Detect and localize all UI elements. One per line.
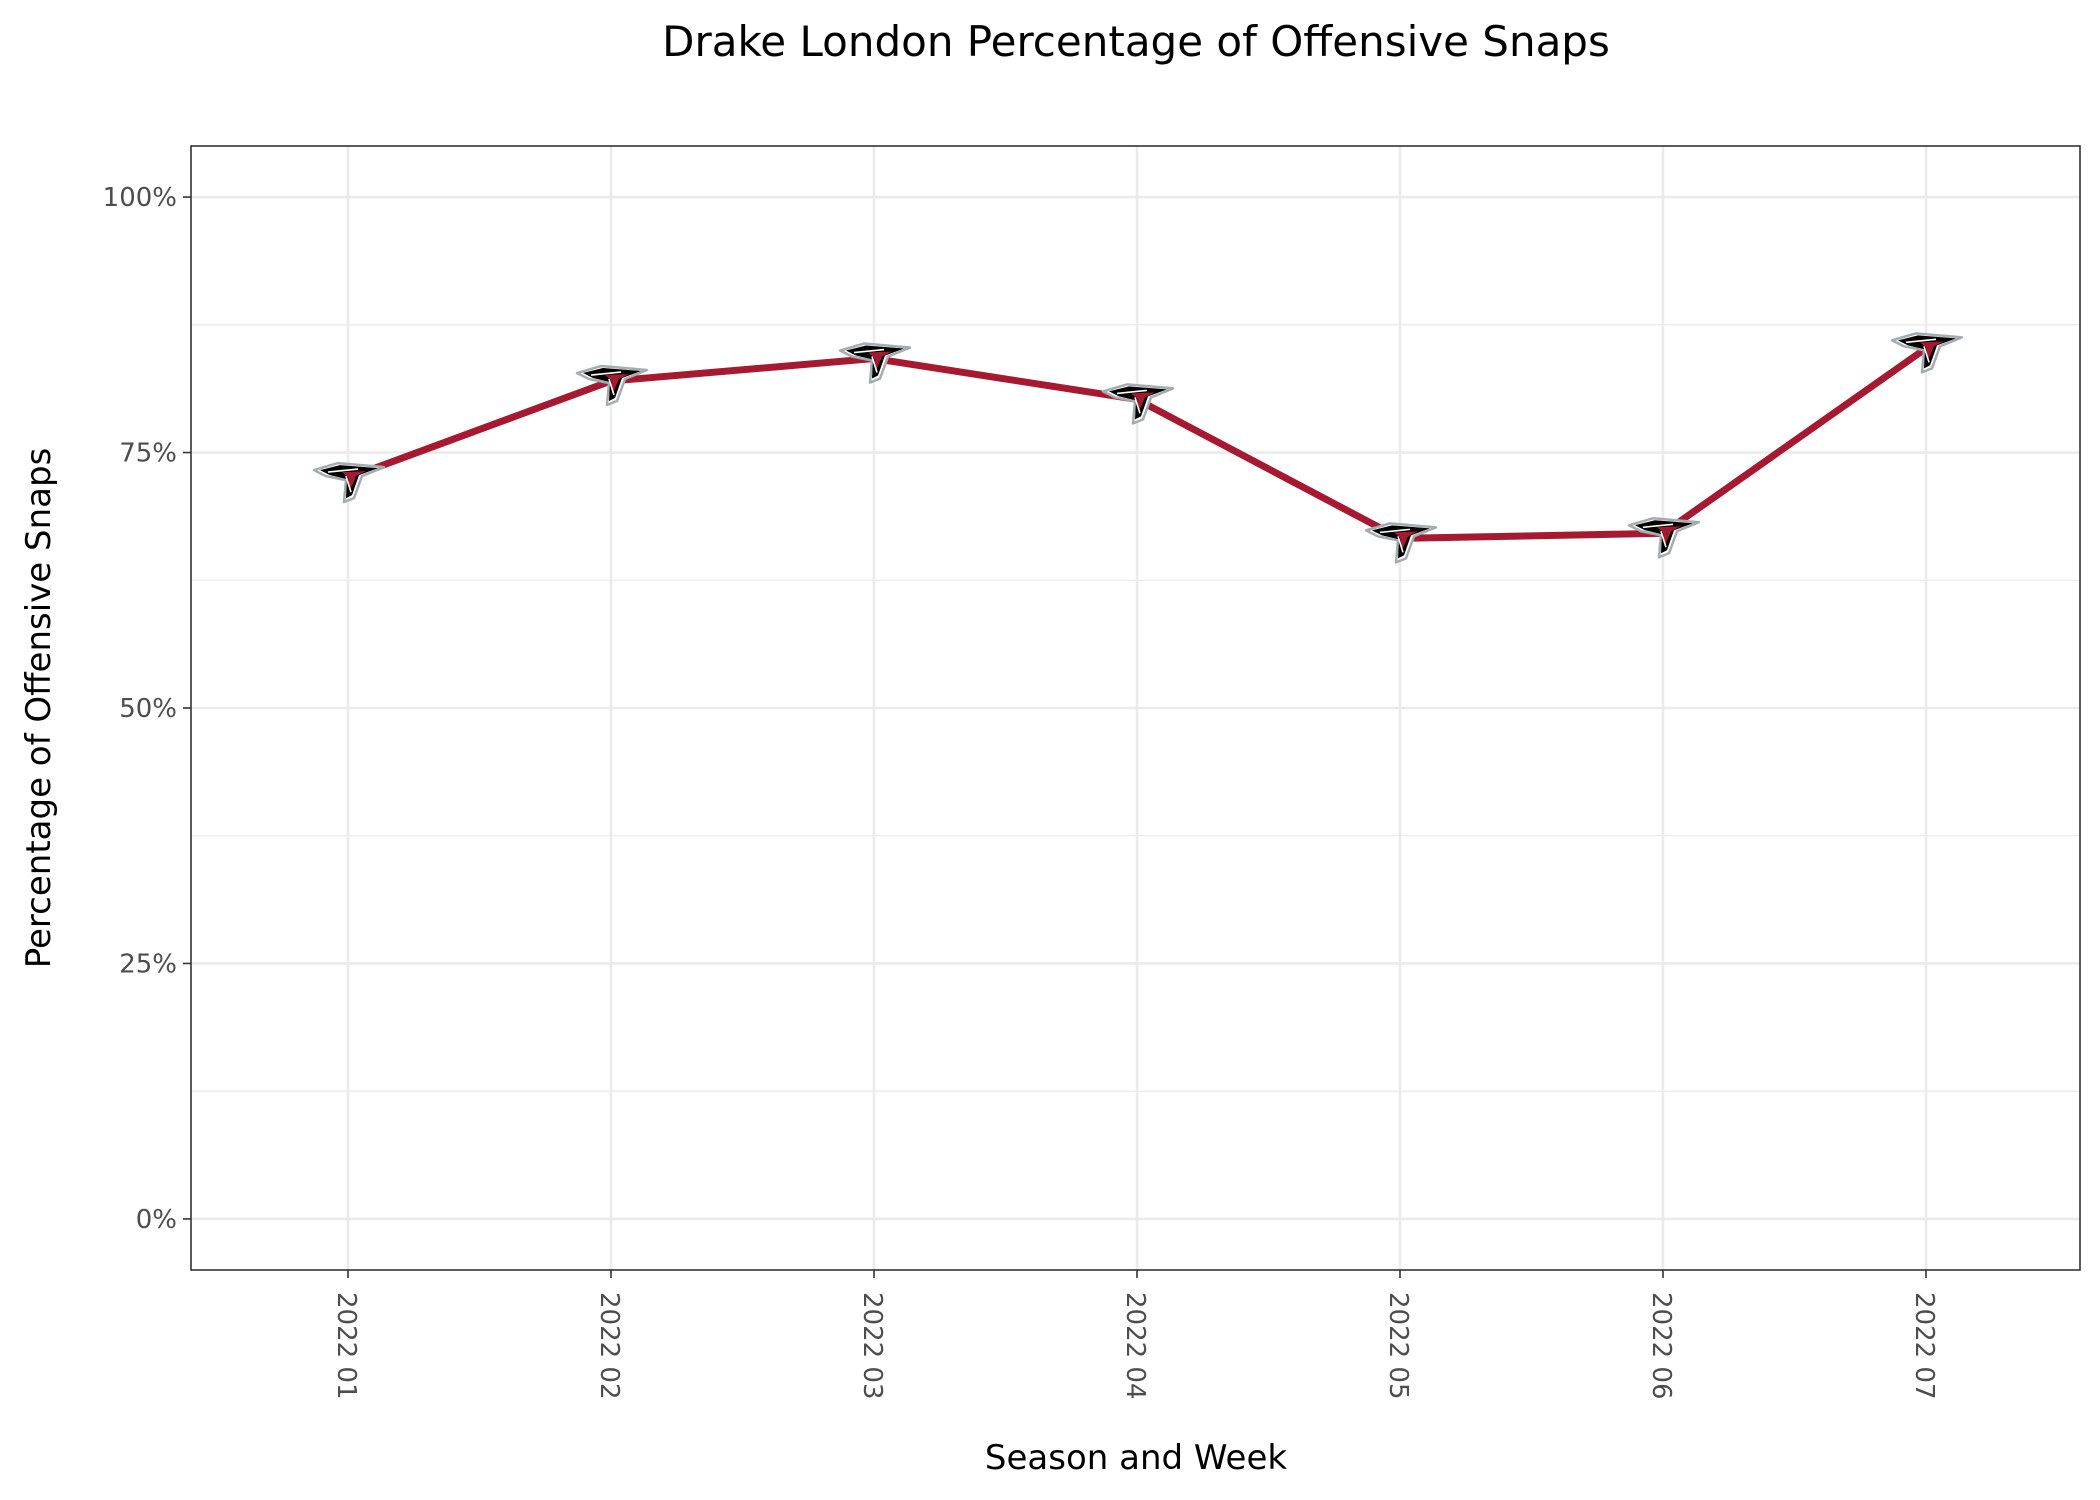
y-tick-label: 100%: [103, 183, 177, 213]
x-tick-label: 2022 05: [1383, 1292, 1413, 1400]
y-tick-label: 25%: [119, 949, 177, 979]
atlanta-falcons-logo-icon: [1364, 522, 1438, 564]
chart-title: Drake London Percentage of Offensive Sna…: [662, 17, 1610, 66]
atlanta-falcons-logo-icon: [1101, 383, 1175, 425]
x-tick-label: 2022 04: [1120, 1292, 1150, 1400]
atlanta-falcons-logo-icon: [312, 461, 386, 504]
x-tick-label: 2022 01: [331, 1292, 361, 1400]
x-tick-label: 2022 07: [1909, 1292, 1939, 1400]
atlanta-falcons-logo-icon: [1890, 332, 1964, 374]
x-tick-label: 2022 03: [857, 1292, 887, 1400]
y-tick-label: 50%: [119, 694, 177, 724]
y-tick-label: 75%: [119, 439, 177, 469]
x-axis-title: Season and Week: [985, 1438, 1287, 1478]
grid: [191, 146, 2080, 1270]
atlanta-falcons-logo-icon: [838, 342, 912, 384]
atlanta-falcons-logo-icon: [575, 364, 649, 407]
x-axis: 2022 01 2022 02 2022 03 2022 04 2022 05 2022 …: [331, 1270, 1939, 1400]
y-axis: 0% 25% 50% 75% 100%: [103, 183, 191, 1235]
x-tick-label: 2022 06: [1646, 1292, 1676, 1400]
x-tick-label: 2022 02: [594, 1292, 624, 1400]
marker-group: [312, 332, 1964, 564]
y-tick-label: 0%: [136, 1205, 177, 1235]
y-axis-title: Percentage of Offensive Snaps: [19, 448, 59, 969]
atlanta-falcons-logo-icon: [1627, 517, 1701, 559]
